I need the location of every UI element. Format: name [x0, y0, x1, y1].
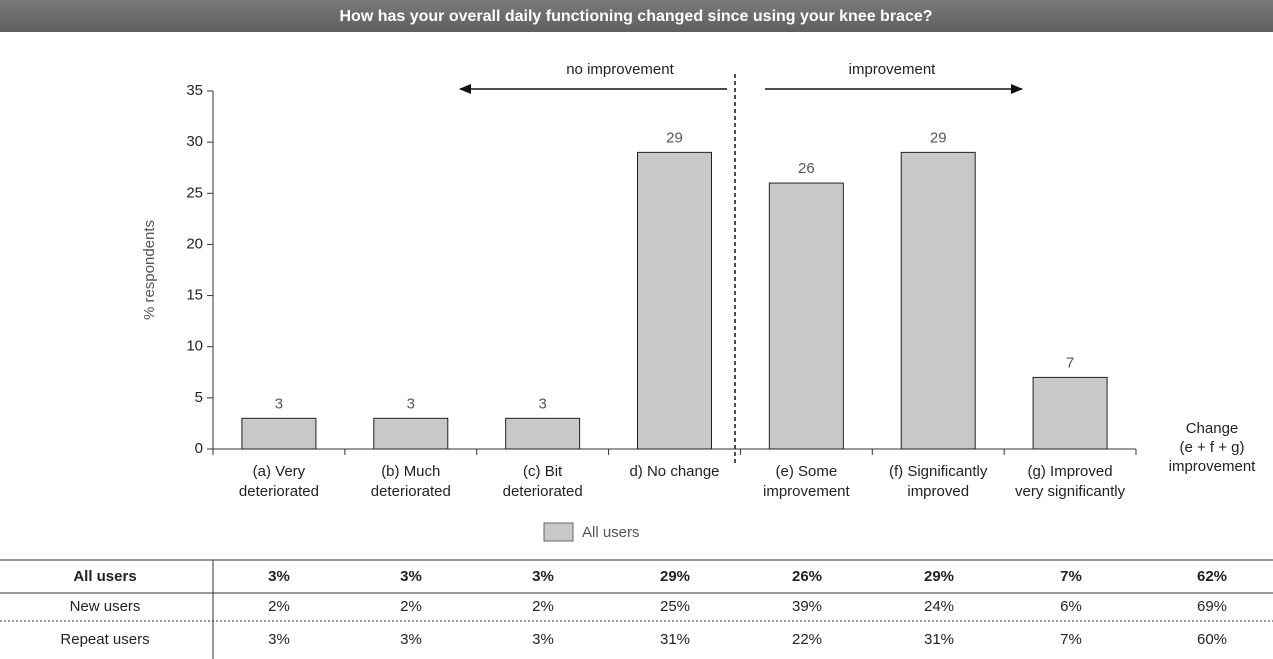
x-tick-label: (b) Much deteriorated [371, 463, 451, 500]
y-axis-label: % respondents [141, 220, 158, 320]
table-row-header: New users [70, 598, 141, 615]
bar [505, 417, 581, 450]
table-cell: 25% [660, 598, 690, 615]
table-cell: 6% [1060, 598, 1082, 615]
data-label: 29 [666, 129, 683, 146]
table-row-header: Repeat users [60, 631, 149, 648]
x-tick-label: (e) Some improvement [763, 463, 851, 500]
y-tick-label: 30 [186, 133, 203, 150]
y-tick-label: 15 [186, 287, 203, 304]
y-tick-label: 25 [186, 184, 203, 201]
table-cell: 3% [268, 631, 290, 648]
data-label: 3 [407, 395, 415, 412]
bar [768, 182, 844, 450]
x-tick-label: (c) Bit deteriorated [503, 463, 583, 500]
table-cell: 2% [268, 598, 290, 615]
data-label: 3 [538, 395, 546, 412]
bar [900, 151, 976, 450]
annotation: improvement [849, 61, 937, 78]
y-tick-label: 35 [186, 82, 203, 99]
table-row-header: All users [73, 568, 136, 585]
y-tick-label: 20 [186, 235, 203, 252]
x-tick-label: (a) Very deteriorated [239, 463, 319, 500]
x-tick-label: (f) Significantly improved [889, 463, 988, 500]
table-cell: 31% [660, 631, 690, 648]
table-cell: 29% [660, 568, 690, 585]
title-banner [0, 0, 1273, 32]
table-cell: 2% [400, 598, 422, 615]
table-cell: 60% [1197, 631, 1227, 648]
y-tick-label: 5 [195, 389, 203, 406]
legend-label: All users [582, 524, 640, 541]
bar [637, 151, 712, 450]
bar [241, 417, 317, 450]
table-cell: 62% [1197, 568, 1227, 585]
table-cell: 3% [400, 631, 422, 648]
x-tick-label: d) No change [629, 463, 719, 480]
table-cell: 31% [924, 631, 954, 648]
table-cell: 69% [1197, 598, 1227, 615]
table-cell: 3% [268, 568, 290, 585]
table-cell: 7% [1060, 568, 1082, 585]
bar [1032, 376, 1108, 450]
table-cell: 26% [792, 568, 822, 585]
x-tick-label: (g) Improved very significantly [1015, 463, 1126, 500]
table-cell: 29% [924, 568, 954, 585]
side-label: Change (e + f + g) improvement [1169, 420, 1257, 475]
table-cell: 3% [532, 631, 554, 648]
data-label: 3 [275, 395, 283, 412]
table-cell: 2% [532, 598, 554, 615]
table-cell: 39% [792, 598, 822, 615]
data-label: 7 [1066, 354, 1074, 371]
legend-swatch [543, 522, 574, 542]
data-label: 29 [930, 129, 947, 146]
annotation: no improvement [566, 61, 674, 78]
data-label: 26 [798, 160, 815, 177]
table-cell: 3% [400, 568, 422, 585]
table-cell: 24% [924, 598, 954, 615]
y-tick-label: 10 [186, 338, 203, 355]
bar [373, 417, 449, 450]
y-tick-label: 0 [195, 440, 203, 457]
table-cell: 3% [532, 568, 554, 585]
chart-title: How has your overall daily functioning c… [339, 8, 932, 25]
table-cell: 7% [1060, 631, 1082, 648]
table-cell: 22% [792, 631, 822, 648]
